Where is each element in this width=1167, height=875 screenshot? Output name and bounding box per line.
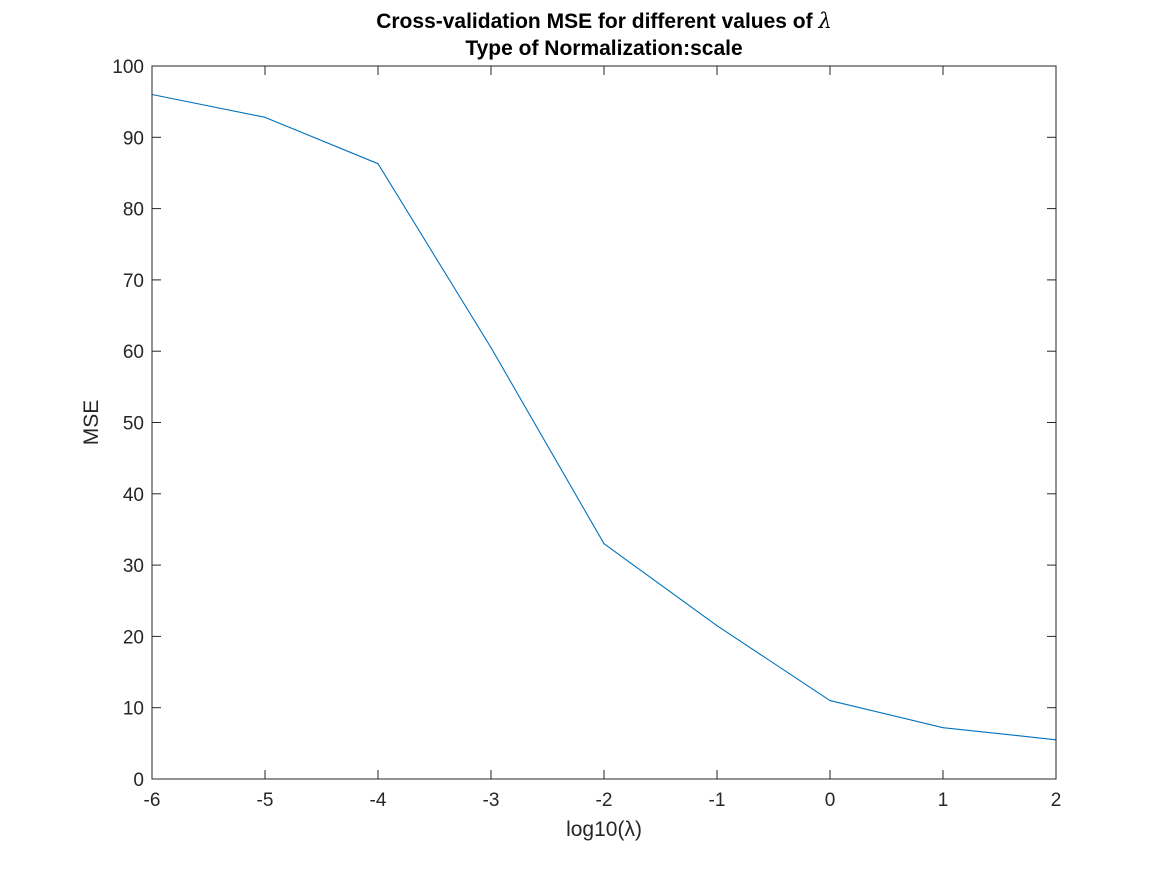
y-tick-label: 80	[123, 200, 144, 221]
chart-subtitle: Type of Normalization:scale	[465, 37, 743, 60]
x-tick-label: -1	[709, 790, 726, 811]
y-tick-label: 100	[112, 57, 144, 78]
chart-title: Cross-validation MSE for different value…	[152, 9, 1056, 34]
x-tick-label: 0	[825, 790, 836, 811]
y-tick-label: 30	[123, 556, 144, 577]
x-tick-label: -2	[596, 790, 613, 811]
y-tick-label: 70	[123, 271, 144, 292]
x-tick-label: -4	[370, 790, 387, 811]
data-point	[490, 347, 492, 349]
x-axis-label: log10(λ)	[566, 818, 642, 841]
lambda-symbol: λ	[818, 9, 832, 33]
data-point	[377, 163, 379, 165]
series-line	[151, 93, 1057, 741]
y-tick-label: 20	[123, 627, 144, 648]
ticks-layer	[151, 65, 1057, 780]
axes-box	[151, 65, 1057, 780]
chart-title-text: Cross-validation MSE for different value…	[376, 10, 813, 33]
data-point	[716, 625, 718, 627]
y-tick-label: 90	[123, 128, 144, 149]
series-layer	[151, 93, 1057, 741]
y-axis-label: MSE	[80, 400, 103, 446]
x-tick-label: 1	[938, 790, 949, 811]
y-tick-label: 60	[123, 342, 144, 363]
y-tick-label: 0	[133, 770, 144, 791]
x-tick-label: -5	[257, 790, 274, 811]
x-tick-label: 2	[1051, 790, 1062, 811]
data-point	[264, 116, 266, 118]
y-tick-label: 50	[123, 414, 144, 435]
y-tick-label: 40	[123, 485, 144, 506]
y-tick-label: 10	[123, 699, 144, 720]
x-tick-label: -3	[483, 790, 500, 811]
data-point	[829, 699, 831, 702]
data-point	[942, 727, 944, 729]
data-point	[603, 543, 605, 545]
x-tick-label: -6	[144, 790, 161, 811]
